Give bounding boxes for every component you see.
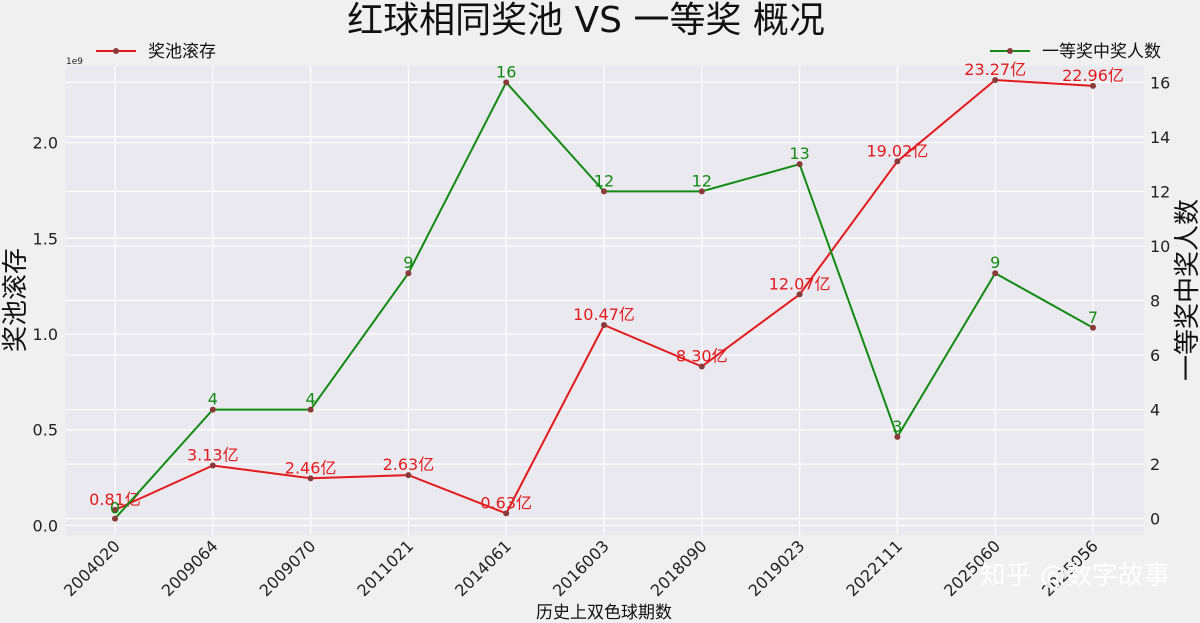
legend-left-label: 奖池滚存 bbox=[148, 42, 216, 62]
data-point bbox=[894, 433, 901, 440]
y-left-tick-label: 1.5 bbox=[33, 229, 58, 248]
x-tick-label: 2009070 bbox=[256, 536, 320, 600]
y-right-tick-label: 16 bbox=[1150, 73, 1170, 92]
data-point bbox=[112, 506, 118, 513]
x-tick-label: 2016003 bbox=[549, 536, 613, 600]
data-point bbox=[503, 79, 510, 86]
data-label: 22.96亿 bbox=[1062, 66, 1124, 85]
data-label: 2.46亿 bbox=[285, 458, 337, 477]
legend-right-label: 一等奖中奖人数 bbox=[1042, 42, 1161, 62]
y-left-ticks: 0.0 0.5 1.0 1.5 2.0 bbox=[33, 134, 58, 536]
data-label: 8.30亿 bbox=[676, 347, 728, 366]
x-ticks: 2004020 2009064 2009070 2011021 2014061 20160… bbox=[60, 536, 1102, 600]
legend-right-marker bbox=[1007, 48, 1013, 54]
data-point bbox=[992, 270, 999, 277]
data-label: 12 bbox=[692, 171, 712, 190]
data-point bbox=[992, 76, 999, 83]
data-label: 16 bbox=[496, 62, 516, 81]
data-label: 12 bbox=[594, 171, 614, 190]
legend-left: 奖池滚存 bbox=[96, 42, 216, 62]
x-tick-label: 2014061 bbox=[451, 536, 515, 600]
y-right-tick-label: 4 bbox=[1150, 401, 1160, 420]
data-point bbox=[503, 510, 510, 517]
x-axis-label: 历史上双色球期数 bbox=[536, 603, 672, 623]
data-point bbox=[601, 322, 607, 329]
y-right-tick-label: 10 bbox=[1150, 237, 1170, 256]
y-left-tick-label: 1.0 bbox=[33, 325, 58, 344]
data-point bbox=[209, 462, 216, 469]
x-tick-label: 2018090 bbox=[647, 536, 711, 600]
watermark: 知乎 @数字故事 bbox=[980, 561, 1170, 591]
data-point bbox=[307, 406, 314, 413]
data-point bbox=[894, 158, 901, 165]
y-left-tick-label: 2.0 bbox=[33, 134, 58, 153]
legend-right: 一等奖中奖人数 bbox=[990, 42, 1161, 62]
data-point bbox=[1090, 324, 1096, 331]
y-right-ticks: 0 2 4 6 8 10 12 14 16 bbox=[1150, 73, 1170, 528]
data-label: 0.63亿 bbox=[480, 493, 532, 512]
data-point bbox=[698, 363, 705, 370]
data-label: 12.07亿 bbox=[769, 274, 831, 293]
data-point bbox=[796, 161, 803, 168]
data-point bbox=[209, 406, 216, 413]
y-right-axis-label: 一等奖中奖人数 bbox=[1173, 199, 1200, 381]
data-label: 23.27亿 bbox=[964, 60, 1026, 79]
grid bbox=[66, 66, 1144, 535]
chart-title: 红球相同奖池 VS 一等奖 概况 bbox=[347, 0, 825, 41]
data-point bbox=[796, 291, 803, 298]
data-point bbox=[601, 188, 607, 195]
data-label: 3.13亿 bbox=[187, 446, 239, 465]
y-left-axis-label: 奖池滚存 bbox=[1, 248, 31, 352]
data-label: 2.63亿 bbox=[383, 455, 435, 474]
x-tick-label: 2011021 bbox=[353, 536, 417, 600]
data-point bbox=[405, 270, 412, 277]
data-point bbox=[405, 472, 412, 479]
y-right-tick-label: 8 bbox=[1150, 292, 1160, 311]
x-tick-label: 2022111 bbox=[842, 536, 906, 600]
x-tick-label: 2004020 bbox=[60, 536, 124, 600]
data-label: 10.47亿 bbox=[573, 305, 635, 324]
data-label: 4 bbox=[306, 390, 316, 409]
y-right-tick-label: 12 bbox=[1150, 182, 1170, 201]
x-tick-label: 2009064 bbox=[158, 536, 222, 600]
x-tick-label: 2019023 bbox=[745, 536, 809, 600]
data-label: 3 bbox=[892, 417, 902, 436]
data-point bbox=[1090, 82, 1096, 89]
legend-left-marker bbox=[113, 48, 119, 54]
y-left-exponent: 1e9 bbox=[66, 57, 83, 67]
data-label: 9 bbox=[403, 253, 413, 272]
data-label: 9 bbox=[990, 253, 1000, 272]
data-label: 4 bbox=[208, 390, 218, 409]
data-label: 0 bbox=[110, 499, 120, 518]
y-left-tick-label: 0.5 bbox=[33, 421, 58, 440]
data-label: 13 bbox=[789, 144, 809, 163]
data-label: 7 bbox=[1088, 308, 1098, 327]
y-right-tick-label: 6 bbox=[1150, 346, 1160, 365]
data-label: 19.02亿 bbox=[866, 141, 928, 160]
y-right-tick-label: 2 bbox=[1150, 455, 1160, 474]
y-right-tick-label: 0 bbox=[1150, 510, 1160, 529]
data-point bbox=[698, 188, 705, 195]
y-right-tick-label: 14 bbox=[1150, 128, 1170, 147]
data-point bbox=[307, 475, 314, 482]
data-point bbox=[112, 515, 118, 522]
y-left-tick-label: 0.0 bbox=[33, 516, 58, 535]
